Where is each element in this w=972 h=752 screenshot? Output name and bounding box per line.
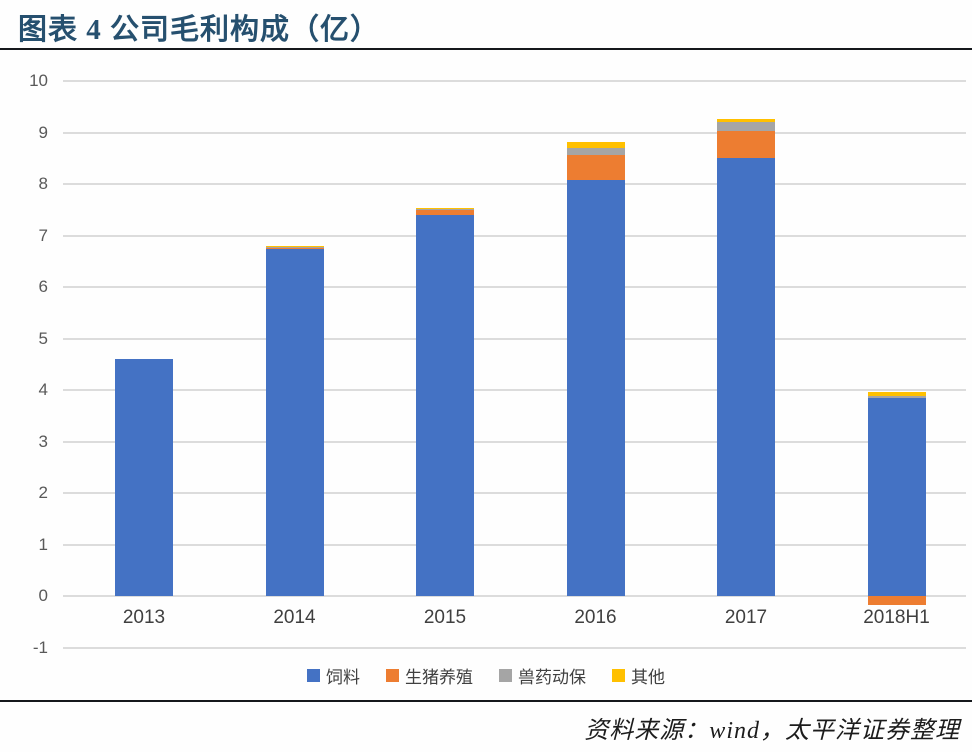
bar-segment [717, 131, 775, 159]
x-axis-category-label: 2013 [122, 607, 166, 628]
gridline [63, 286, 966, 288]
gridline [63, 389, 966, 391]
bar-segment [867, 391, 926, 396]
bar-segment [566, 179, 625, 596]
legend-swatch-icon [499, 669, 512, 682]
gridline [63, 543, 966, 546]
y-axis-tick-label: 8 [38, 174, 48, 193]
bar-segment [416, 208, 474, 215]
footer-divider-line [0, 700, 972, 702]
y-axis-tick-label: 9 [38, 122, 48, 142]
bar-segment [717, 118, 775, 123]
y-axis-tick-label: 0 [38, 586, 48, 605]
y-axis-tick-label: 3 [38, 431, 48, 451]
gridline [63, 646, 966, 649]
bar-segment [416, 214, 474, 596]
legend-item: 生猪养殖 [386, 663, 473, 688]
bar-segment [566, 142, 625, 149]
y-axis-tick-label: 6 [38, 277, 48, 296]
y-axis-tick-label: 7 [38, 225, 48, 245]
legend-swatch-icon [307, 669, 320, 682]
bar-segment [566, 155, 625, 180]
gridline [63, 595, 966, 597]
x-axis-category-label: 2016 [574, 607, 617, 628]
gridline [63, 234, 966, 237]
bar-segment [867, 596, 926, 606]
bar-segment [717, 158, 775, 596]
legend-label: 其他 [631, 668, 665, 687]
y-axis-tick-label: 2 [38, 483, 48, 502]
x-axis-category-label: 2018H1 [863, 607, 930, 628]
y-axis-tick-label: 1 [38, 534, 48, 554]
legend-swatch-icon [386, 669, 399, 682]
y-axis-tick-label: 10 [29, 71, 48, 90]
gridline [63, 131, 966, 134]
bar-segment [115, 359, 173, 596]
bar-segment [867, 395, 926, 398]
legend-label: 生猪养殖 [405, 668, 473, 687]
x-axis-category-label: 2014 [273, 607, 316, 628]
chart-title: 图表 4 公司毛利构成（亿） [18, 14, 381, 46]
bar-segment [566, 148, 625, 156]
gridline [63, 337, 966, 340]
legend-item: 兽药动保 [499, 663, 586, 688]
y-axis-tick-label: -1 [32, 637, 48, 657]
bar-segment [416, 207, 474, 210]
x-axis-category-label: 2015 [423, 607, 467, 628]
source-note: 资料来源：wind，太平洋证券整理 [584, 718, 960, 744]
bar-segment [717, 122, 775, 132]
gridline [63, 183, 966, 185]
legend-swatch-icon [612, 669, 625, 682]
bar-segment [265, 246, 324, 249]
x-axis-category-label: 2017 [724, 607, 768, 628]
legend-item: 饲料 [307, 663, 360, 688]
bar-segment [265, 245, 324, 248]
legend-label: 饲料 [326, 668, 360, 687]
y-axis-tick-label: 4 [38, 380, 48, 399]
gridline [63, 80, 966, 82]
bar-segment [867, 397, 926, 596]
gridline [63, 440, 966, 443]
title-divider-line [0, 48, 972, 50]
legend-label: 兽药动保 [518, 668, 586, 687]
legend-item: 其他 [612, 663, 665, 688]
gridline [63, 492, 966, 494]
y-axis-tick-label: 5 [38, 328, 48, 348]
bar-segment [265, 248, 324, 596]
chart-legend: 饲料 生猪养殖 兽药动保 其他 [0, 663, 972, 688]
